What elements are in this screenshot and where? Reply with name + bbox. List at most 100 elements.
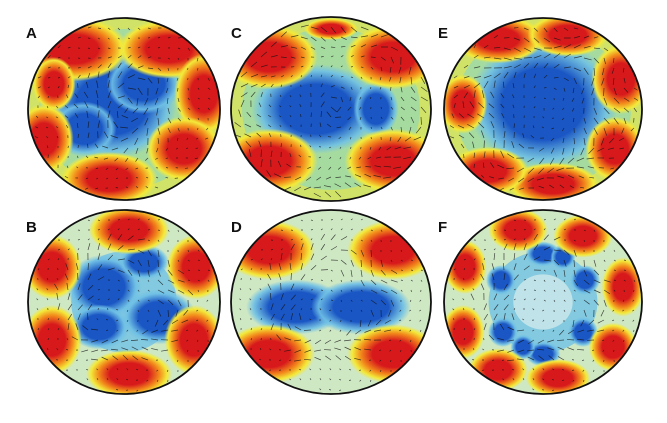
arrow-icon (511, 313, 515, 321)
arrow-icon (369, 379, 372, 382)
arrow-icon (593, 67, 596, 76)
arrow-icon (81, 349, 89, 353)
arrow-icon (77, 36, 81, 39)
arrow-icon (597, 319, 605, 324)
arrow-icon (330, 289, 333, 292)
arrow-icon (147, 27, 151, 30)
red-lobe (344, 24, 431, 90)
arrow-icon (101, 339, 109, 344)
arrow-icon (197, 117, 200, 120)
arrow-icon (300, 298, 303, 301)
arrow-icon (543, 246, 551, 251)
arrow-icon (603, 279, 611, 283)
arrow-icon (542, 309, 545, 312)
arrow-icon (335, 191, 342, 198)
arrow-icon (77, 304, 83, 311)
arrow-icon (75, 323, 79, 331)
arrow-icon (57, 86, 60, 89)
arrow-icon (543, 37, 551, 43)
arrow-icon (583, 239, 586, 242)
arrow-icon (286, 163, 292, 168)
arrow-icon (270, 258, 273, 261)
arrow-icon (117, 233, 123, 241)
arrow-icon (502, 81, 505, 89)
arrow-icon (386, 146, 392, 151)
arrow-icon (501, 359, 505, 361)
arrow-icon (316, 176, 322, 181)
arrow-icon (503, 238, 506, 241)
arrow-icon (532, 308, 535, 311)
arrow-icon (420, 96, 428, 102)
arrow-icon (117, 27, 121, 31)
arrow-icon (97, 238, 100, 241)
arrow-icon (300, 113, 302, 118)
arrow-icon (523, 72, 526, 79)
arrow-icon (67, 323, 70, 331)
arrow-icon (320, 279, 324, 281)
arrow-icon (543, 269, 546, 272)
arrow-icon (97, 219, 101, 221)
arrow-icon (115, 167, 119, 171)
arrow-icon (543, 97, 546, 100)
arrow-icon (74, 93, 79, 99)
arrow-icon (306, 176, 312, 181)
arrow-icon (340, 236, 348, 241)
arrow-icon (117, 95, 125, 99)
arrow-icon (56, 136, 59, 139)
arrow-icon (87, 47, 90, 50)
arrow-icon (310, 65, 313, 68)
arrow-icon (97, 64, 102, 69)
arrow-icon (493, 57, 502, 60)
arrow-icon (176, 137, 179, 141)
arrow-icon (563, 218, 566, 221)
arrow-icon (384, 329, 392, 332)
arrow-icon (294, 359, 302, 362)
arrow-icon (107, 47, 111, 50)
arrow-icon (320, 101, 325, 108)
arrow-icon (300, 243, 304, 251)
arrow-icon (97, 47, 101, 50)
arrow-icon (463, 75, 470, 79)
arrow-icon (110, 135, 119, 139)
arrow-icon (587, 166, 595, 169)
arrow-icon (390, 289, 398, 294)
arrow-icon (622, 67, 625, 73)
vector-field (452, 218, 636, 392)
arrow-icon (543, 63, 549, 69)
arrow-icon (280, 304, 286, 311)
vector-field (34, 26, 211, 190)
arrow-icon (389, 66, 392, 73)
arrow-icon (47, 347, 49, 351)
arrow-icon (290, 75, 293, 78)
arrow-icon (156, 379, 159, 382)
arrow-icon (320, 36, 326, 42)
arrow-icon (399, 76, 402, 84)
arrow-icon (310, 219, 314, 221)
arrow-icon (313, 186, 322, 189)
arrow-icon (408, 126, 412, 134)
arrow-icon (509, 187, 515, 191)
arrow-icon (310, 265, 317, 271)
arrow-icon (117, 269, 125, 273)
arrow-icon (270, 313, 275, 321)
arrow-icon (269, 348, 272, 351)
arrow-icon (340, 26, 347, 34)
arrow-icon (390, 56, 394, 64)
arrow-icon (467, 124, 475, 129)
arrow-icon (410, 116, 415, 124)
arrow-icon (506, 167, 515, 170)
arrow-icon (463, 338, 466, 341)
arrow-icon (463, 65, 469, 69)
arrow-icon (601, 77, 605, 86)
arrow-icon (336, 126, 342, 129)
arrow-icon (603, 289, 611, 295)
arrow-icon (470, 293, 475, 301)
arrow-icon (552, 368, 555, 371)
arrow-icon (370, 249, 372, 258)
heatmap-field (231, 210, 431, 394)
arrow-icon (350, 309, 353, 312)
arrow-icon (284, 349, 292, 352)
arrow-icon (95, 167, 99, 170)
arrow-icon (177, 279, 185, 283)
arrow-icon (583, 57, 592, 61)
